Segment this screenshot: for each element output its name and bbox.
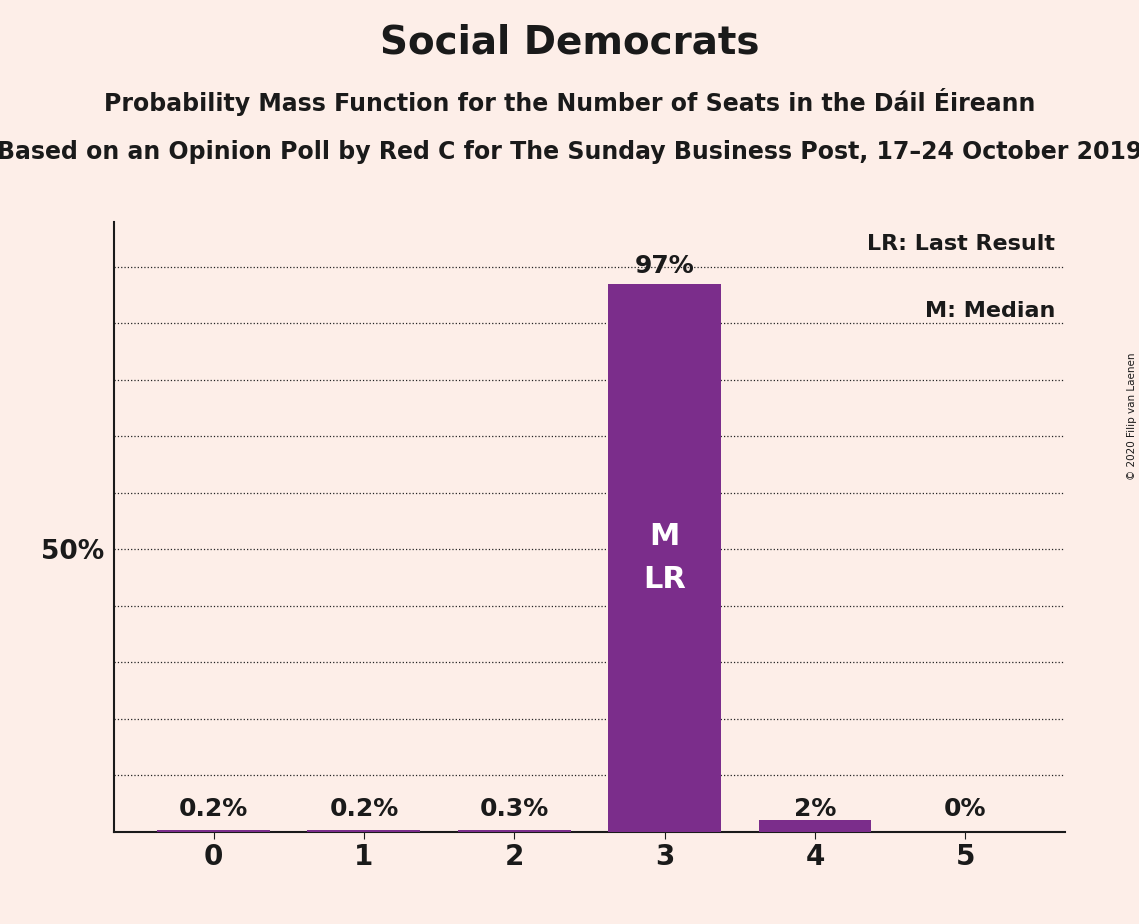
Text: M: Median: M: Median (925, 301, 1056, 321)
Text: 0.3%: 0.3% (480, 797, 549, 821)
Text: 0.2%: 0.2% (179, 797, 248, 821)
Text: 0.2%: 0.2% (329, 797, 399, 821)
Text: Social Democrats: Social Democrats (379, 23, 760, 61)
Text: 97%: 97% (634, 254, 695, 278)
Bar (157, 831, 270, 832)
Bar (759, 821, 871, 832)
Text: 2%: 2% (794, 797, 836, 821)
Bar (458, 830, 571, 832)
Text: © 2020 Filip van Laenen: © 2020 Filip van Laenen (1126, 352, 1137, 480)
Text: Probability Mass Function for the Number of Seats in the Dáil Éireann: Probability Mass Function for the Number… (104, 88, 1035, 116)
Bar (308, 831, 420, 832)
Text: 0%: 0% (944, 797, 986, 821)
Text: LR: Last Result: LR: Last Result (868, 234, 1056, 254)
Text: M
LR: M LR (644, 522, 686, 593)
Text: Based on an Opinion Poll by Red C for The Sunday Business Post, 17–24 October 20: Based on an Opinion Poll by Red C for Th… (0, 140, 1139, 164)
Bar (608, 284, 721, 832)
